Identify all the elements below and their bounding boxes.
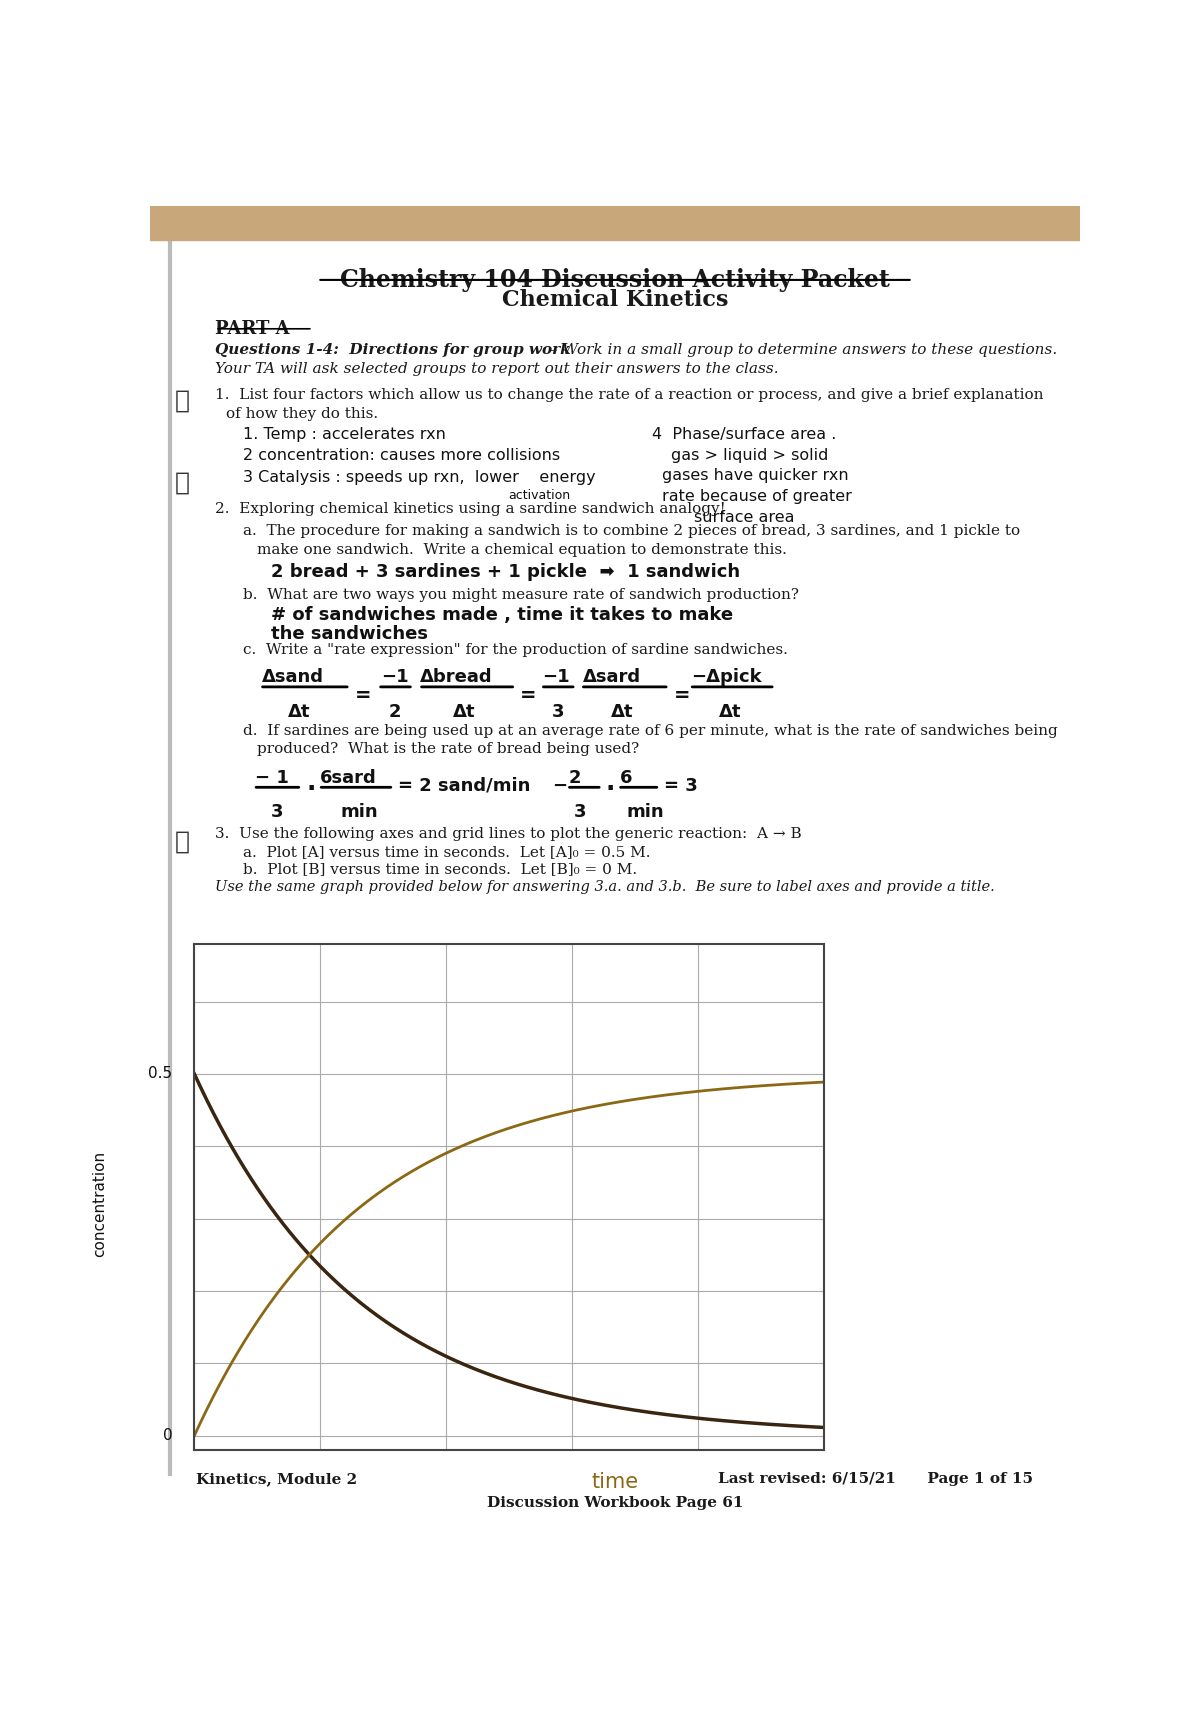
Text: −1: −1 [380, 669, 408, 686]
Text: Δsand: Δsand [262, 669, 324, 686]
Text: = 3: = 3 [665, 777, 698, 795]
Text: a.  The procedure for making a sandwich is to combine 2 pieces of bread, 3 sardi: a. The procedure for making a sandwich i… [242, 525, 1020, 539]
Text: − 1: − 1 [256, 769, 289, 788]
Text: b.  What are two ways you might measure rate of sandwich production?: b. What are two ways you might measure r… [242, 589, 799, 602]
Text: 3: 3 [574, 803, 587, 822]
Text: of how they do this.: of how they do this. [227, 407, 378, 420]
Text: 0.5: 0.5 [149, 1066, 173, 1081]
Text: Discussion Workbook Page 61: Discussion Workbook Page 61 [487, 1496, 743, 1510]
Text: 2.  Exploring chemical kinetics using a sardine sandwich analogy!: 2. Exploring chemical kinetics using a s… [215, 501, 726, 517]
Text: b.  Plot [B] versus time in seconds.  Let [B]₀ = 0 M.: b. Plot [B] versus time in seconds. Let … [242, 863, 637, 877]
Text: Chemical Kinetics: Chemical Kinetics [502, 290, 728, 311]
Text: make one sandwich.  Write a chemical equation to demonstrate this.: make one sandwich. Write a chemical equa… [257, 542, 787, 558]
Text: time: time [592, 1472, 638, 1491]
Text: 6: 6 [619, 769, 632, 788]
Text: 2: 2 [569, 769, 581, 788]
Text: a.  Plot [A] versus time in seconds.  Let [A]₀ = 0.5 M.: a. Plot [A] versus time in seconds. Let … [242, 846, 650, 860]
Text: d.  If sardines are being used up at an average rate of 6 per minute, what is th: d. If sardines are being used up at an a… [242, 724, 1057, 738]
Text: Last revised: 6/15/21      Page 1 of 15: Last revised: 6/15/21 Page 1 of 15 [719, 1472, 1033, 1486]
Text: 1.  List four factors which allow us to change the rate of a reaction or process: 1. List four factors which allow us to c… [215, 388, 1044, 402]
Text: Chemistry 104 Discussion Activity Packet: Chemistry 104 Discussion Activity Packet [340, 268, 890, 292]
Text: Δt: Δt [719, 704, 742, 721]
Text: PART A: PART A [215, 319, 289, 338]
Text: −1: −1 [542, 669, 570, 686]
Text: ·: · [306, 777, 316, 801]
Text: 2 concentration: causes more collisions: 2 concentration: causes more collisions [242, 448, 560, 463]
Text: 4  Phase/surface area .: 4 Phase/surface area . [653, 427, 836, 441]
Text: surface area: surface area [694, 510, 794, 525]
Text: 6sard: 6sard [320, 769, 377, 788]
Text: gas > liquid > solid: gas > liquid > solid [671, 448, 828, 463]
Text: −: − [552, 777, 566, 795]
Text: ·: · [606, 777, 616, 801]
Text: activation: activation [508, 489, 570, 501]
Text: # of sandwiches made , time it takes to make: # of sandwiches made , time it takes to … [271, 606, 733, 625]
Text: 🔧: 🔧 [175, 388, 190, 412]
Text: gases have quicker rxn: gases have quicker rxn [661, 467, 848, 482]
Text: =: = [355, 686, 371, 705]
Text: 3: 3 [552, 704, 564, 721]
Text: Δsard: Δsard [582, 669, 641, 686]
Text: Questions 1-4:  Directions for group work: Questions 1-4: Directions for group work [215, 343, 571, 357]
Text: c.  Write a "rate expression" for the production of sardine sandwiches.: c. Write a "rate expression" for the pro… [242, 644, 788, 657]
Text: 2: 2 [389, 704, 402, 721]
Text: Δt: Δt [288, 704, 310, 721]
Text: Use the same graph provided below for answering 3.a. and 3.b.  Be sure to label : Use the same graph provided below for an… [215, 880, 995, 894]
Text: 3 Catalysis : speeds up rxn,  lower    energy: 3 Catalysis : speeds up rxn, lower energ… [242, 470, 595, 486]
Text: 3: 3 [271, 803, 283, 822]
Bar [150, 206, 1080, 240]
Text: Your TA will ask selected groups to report out their answers to the class.: Your TA will ask selected groups to repo… [215, 362, 779, 376]
Text: – Work in a small group to determine answers to these questions.: – Work in a small group to determine ans… [545, 343, 1057, 357]
Text: 0: 0 [163, 1428, 173, 1443]
Text: Δt: Δt [454, 704, 475, 721]
Text: −Δpick: −Δpick [691, 669, 762, 686]
Text: min: min [626, 803, 664, 822]
Text: 1. Temp : accelerates rxn: 1. Temp : accelerates rxn [242, 427, 446, 441]
Text: =: = [673, 686, 690, 705]
Text: 2 bread + 3 sardines + 1 pickle  ➡  1 sandwich: 2 bread + 3 sardines + 1 pickle ➡ 1 sand… [271, 563, 740, 580]
Text: 🔧: 🔧 [175, 470, 190, 494]
Text: 🔧: 🔧 [175, 829, 190, 853]
Text: rate because of greater: rate because of greater [661, 489, 851, 505]
Text: Δt: Δt [611, 704, 634, 721]
Text: Δbread: Δbread [420, 669, 492, 686]
Text: concentration: concentration [92, 1151, 107, 1258]
Text: produced?  What is the rate of bread being used?: produced? What is the rate of bread bein… [257, 743, 640, 757]
Text: =: = [520, 686, 536, 705]
Text: 3.  Use the following axes and grid lines to plot the generic reaction:  A → B: 3. Use the following axes and grid lines… [215, 827, 802, 841]
Text: the sandwiches: the sandwiches [271, 625, 428, 644]
Text: min: min [341, 803, 378, 822]
Text: Kinetics, Module 2: Kinetics, Module 2 [197, 1472, 358, 1486]
Text: = 2 sand/min: = 2 sand/min [398, 777, 530, 795]
